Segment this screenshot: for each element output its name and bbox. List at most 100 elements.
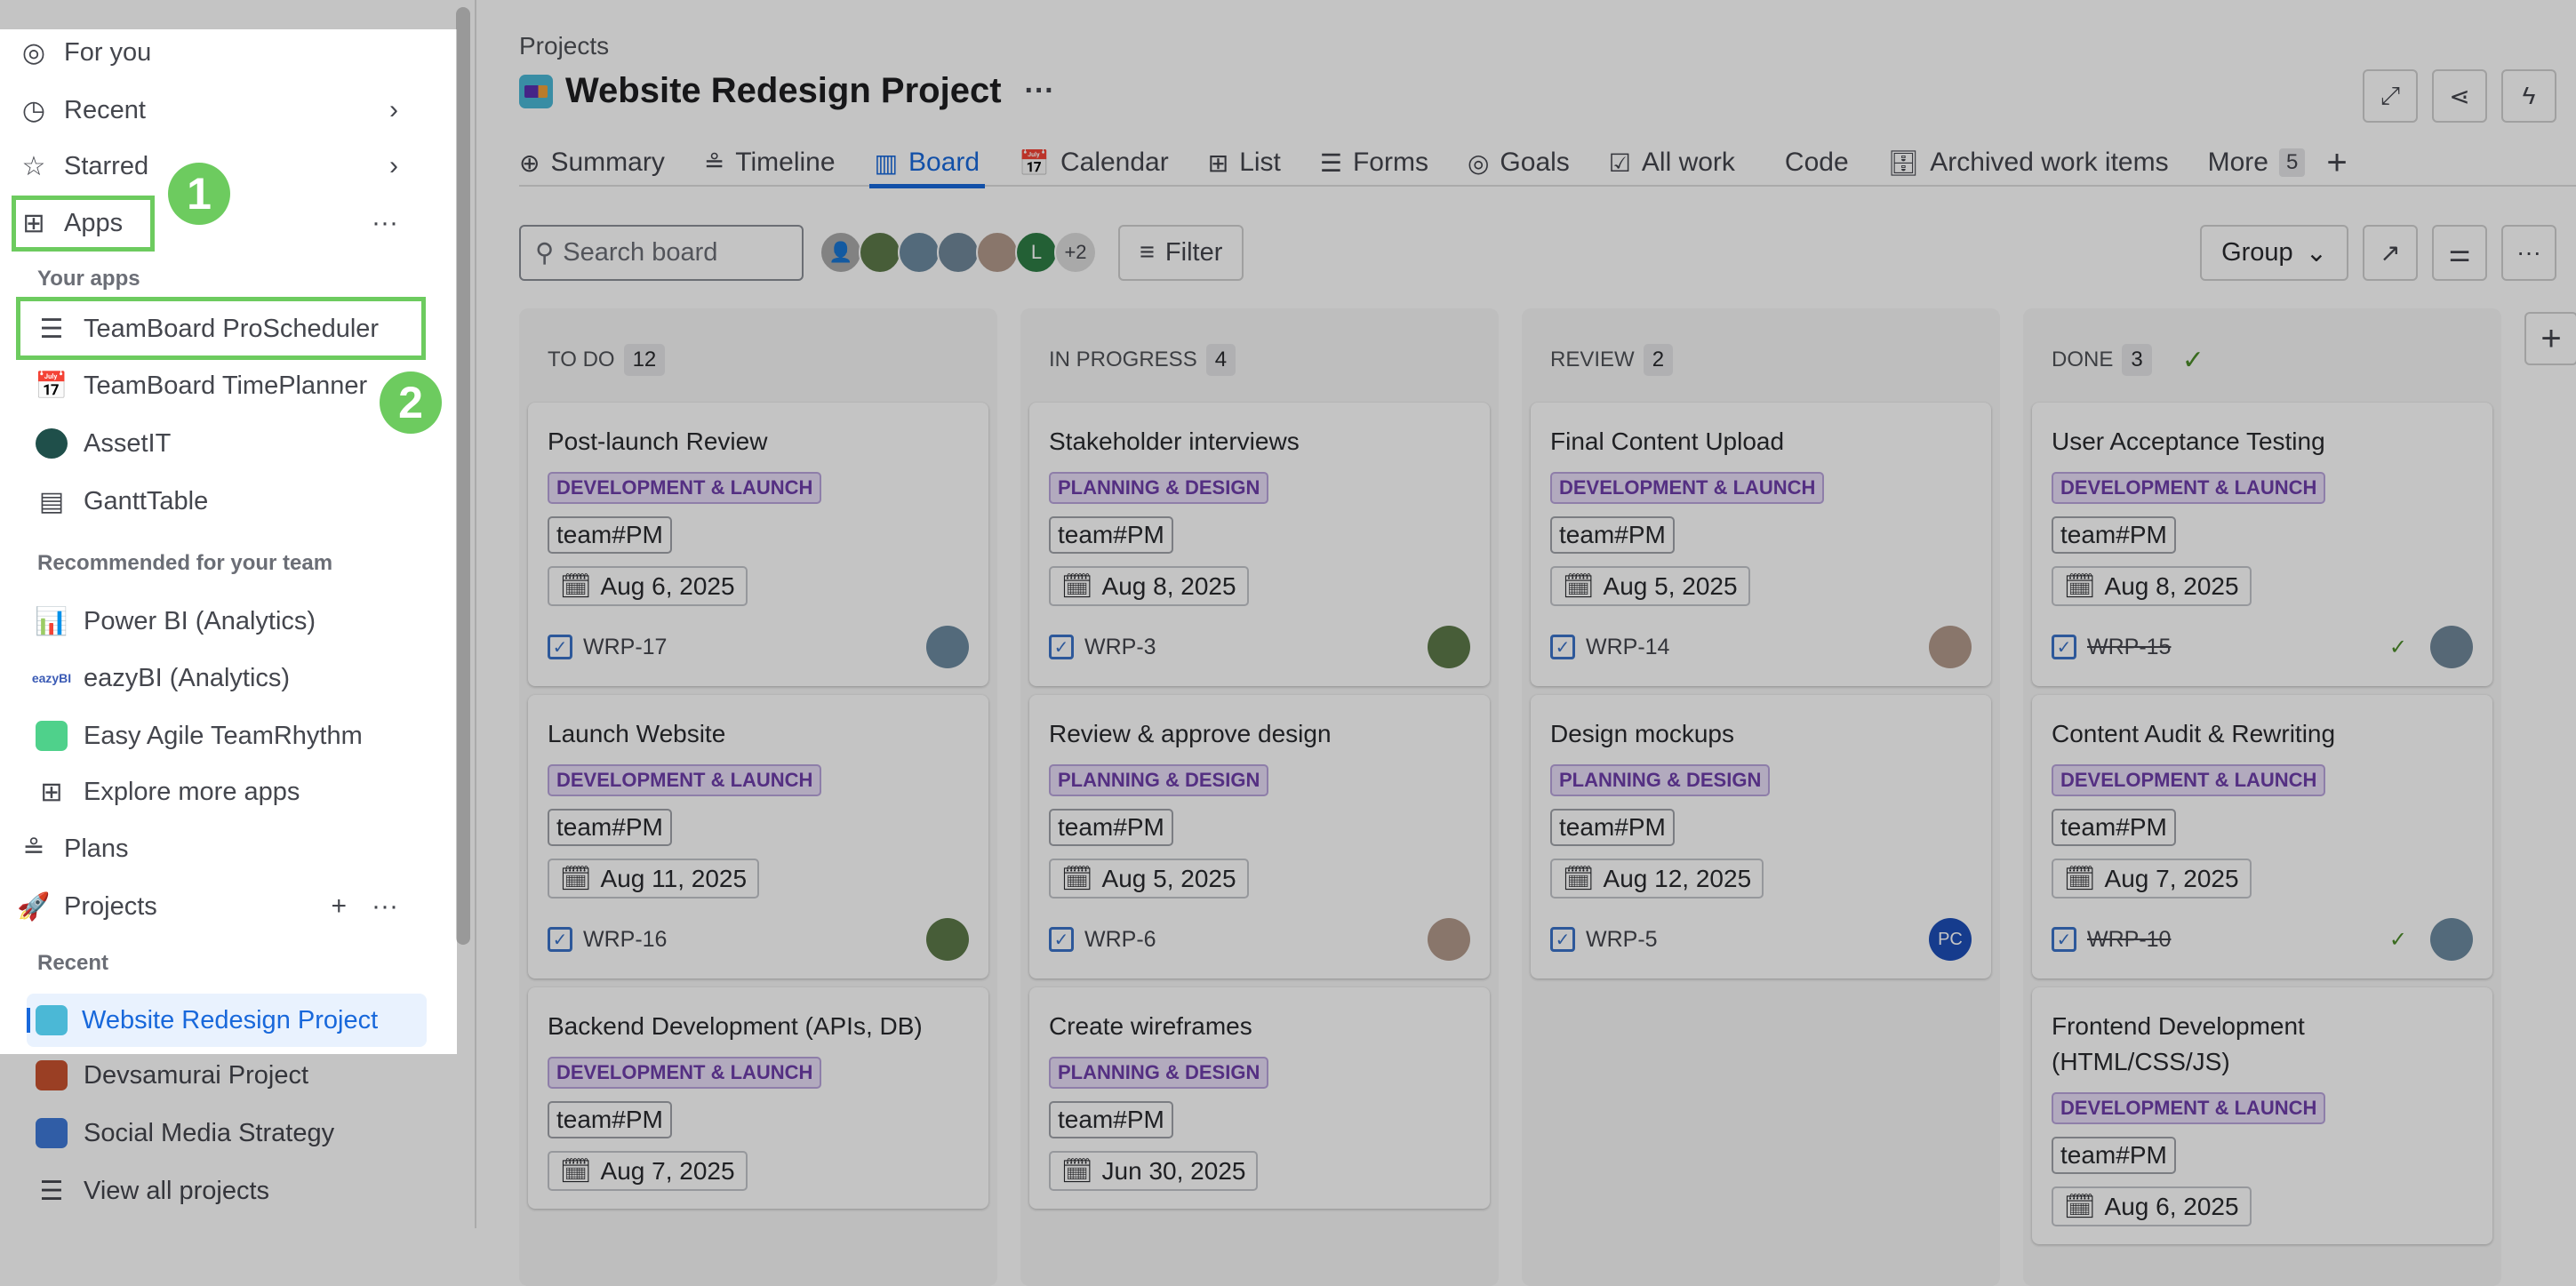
avatar[interactable] bbox=[976, 231, 1019, 274]
sidebar-item-plans[interactable]: ≗ Plans bbox=[0, 822, 444, 875]
app-eazybi[interactable]: eazyBI eazyBI (Analytics) bbox=[0, 651, 444, 705]
column-header[interactable]: TO DO 12 bbox=[528, 317, 988, 403]
app-teamboard-proscheduler[interactable]: ☰ TeamBoard ProScheduler bbox=[0, 302, 444, 355]
assignee-avatar[interactable] bbox=[2430, 626, 2473, 668]
assignee-avatar[interactable] bbox=[2430, 918, 2473, 961]
date-text: Aug 11, 2025 bbox=[600, 864, 748, 892]
add-tab-button[interactable]: + bbox=[2326, 142, 2348, 182]
avatar[interactable]: L bbox=[1015, 231, 1058, 274]
avatar[interactable] bbox=[859, 231, 901, 274]
breadcrumb[interactable]: Projects bbox=[519, 32, 610, 60]
card[interactable]: Stakeholder interviews PLANNING & DESIGN… bbox=[1029, 403, 1490, 686]
app-easy-agile[interactable]: Easy Agile TeamRhythm bbox=[0, 709, 444, 763]
assignee-avatar[interactable] bbox=[1428, 626, 1470, 668]
card[interactable]: Post-launch Review DEVELOPMENT & LAUNCH … bbox=[528, 403, 988, 686]
tab-list[interactable]: ⊞ List bbox=[1208, 139, 1281, 187]
more-icon[interactable]: ··· bbox=[372, 891, 398, 921]
search-input[interactable]: ⚲ Search board bbox=[519, 224, 804, 281]
team-label: team#PM bbox=[548, 516, 672, 554]
app-assetit[interactable]: AssetIT bbox=[0, 417, 444, 470]
assignee-avatar[interactable] bbox=[926, 626, 969, 668]
tab-all-work[interactable]: ☑ All work bbox=[1609, 139, 1735, 187]
avatar[interactable] bbox=[898, 231, 940, 274]
rocket-icon: 🚀 bbox=[17, 891, 51, 922]
column-header[interactable]: IN PROGRESS 4 bbox=[1029, 317, 1490, 403]
tab-calendar[interactable]: 📅 Calendar bbox=[1019, 139, 1169, 187]
sidebar-item-starred[interactable]: ☆ Starred › bbox=[0, 140, 444, 193]
tab-more[interactable]: More 5 bbox=[2208, 139, 2306, 187]
issue-key[interactable]: WRP-6 bbox=[1084, 926, 1156, 952]
project-website-redesign[interactable]: Website Redesign Project bbox=[27, 994, 427, 1047]
epic-label: PLANNING & DESIGN bbox=[1049, 764, 1269, 796]
column-header[interactable]: DONE 3 ✓ bbox=[2032, 317, 2492, 403]
filter-button[interactable]: ≡ Filter bbox=[1118, 224, 1244, 281]
tab-timeline[interactable]: ≗ Timeline bbox=[704, 139, 836, 187]
card[interactable]: Frontend Development (HTML/CSS/JS) DEVEL… bbox=[2032, 987, 2492, 1244]
issue-key[interactable]: WRP-5 bbox=[1586, 926, 1658, 952]
issue-key[interactable]: WRP-17 bbox=[583, 634, 668, 659]
label: TeamBoard TimePlanner bbox=[84, 371, 368, 400]
recommended-heading: Recommended for your team bbox=[37, 551, 333, 575]
more-avatars[interactable]: +2 bbox=[1054, 231, 1097, 274]
tab-code[interactable]: Code bbox=[1774, 139, 1849, 187]
automation-button[interactable]: ϟ bbox=[2501, 69, 2556, 123]
column-header[interactable]: REVIEW 2 bbox=[1531, 317, 1991, 403]
tab-board[interactable]: ▥ Board bbox=[868, 139, 985, 188]
issue-key[interactable]: WRP-3 bbox=[1084, 634, 1156, 659]
issue-key[interactable]: WRP-14 bbox=[1586, 634, 1670, 659]
view-all-projects[interactable]: ☰ View all projects bbox=[0, 1164, 444, 1218]
insights-button[interactable]: ↗ bbox=[2363, 224, 2418, 281]
tab-archived-work-items[interactable]: 🗄 Archived work items bbox=[1888, 139, 2169, 187]
assignee-avatar[interactable] bbox=[1428, 918, 1470, 961]
assignee-avatar[interactable] bbox=[1929, 626, 1972, 668]
project-devsamurai[interactable]: Devsamurai Project bbox=[0, 1049, 444, 1102]
issue-key[interactable]: WRP-15 bbox=[2087, 634, 2172, 659]
more-icon[interactable]: ··· bbox=[372, 208, 398, 237]
tab-goals[interactable]: ◎ Goals bbox=[1468, 139, 1570, 187]
card[interactable]: User Acceptance Testing DEVELOPMENT & LA… bbox=[2032, 403, 2492, 686]
search-icon: ⚲ bbox=[535, 238, 555, 268]
assignee-avatar[interactable] bbox=[926, 918, 969, 961]
expand-button[interactable]: ⤢ bbox=[2363, 69, 2418, 123]
more-button[interactable]: ··· bbox=[2501, 224, 2556, 281]
avatar[interactable] bbox=[937, 231, 980, 274]
tab-summary[interactable]: ⊕ Summary bbox=[519, 139, 665, 187]
column-title: TO DO bbox=[548, 347, 615, 371]
avatar-group: 👤 L +2 bbox=[820, 231, 1097, 274]
card[interactable]: Content Audit & Rewriting DEVELOPMENT & … bbox=[2032, 695, 2492, 978]
tab-label: Code bbox=[1784, 148, 1849, 177]
card[interactable]: Create wireframes PLANNING & DESIGN team… bbox=[1029, 987, 1490, 1209]
epic-label: PLANNING & DESIGN bbox=[1049, 1057, 1269, 1089]
explore-more-apps[interactable]: ⊞ Explore more apps bbox=[0, 765, 444, 819]
project-icon bbox=[36, 1004, 68, 1036]
card[interactable]: Final Content Upload DEVELOPMENT & LAUNC… bbox=[1531, 403, 1991, 686]
unassigned-avatar[interactable]: 👤 bbox=[820, 231, 862, 274]
project-social-media[interactable]: Social Media Strategy bbox=[0, 1106, 444, 1160]
sidebar-item-projects[interactable]: 🚀 Projects + ··· bbox=[0, 880, 444, 933]
group-button[interactable]: Group ⌄ bbox=[2200, 224, 2348, 281]
sidebar-scrollbar[interactable] bbox=[456, 7, 470, 945]
sidebar-item-apps[interactable]: ⊞ Apps ··· bbox=[0, 196, 444, 250]
sidebar-item-recent[interactable]: ◷ Recent › bbox=[0, 84, 444, 137]
app-gantttable[interactable]: ▤ GanttTable bbox=[0, 475, 444, 528]
app-teamboard-timeplanner[interactable]: 📅 TeamBoard TimePlanner bbox=[0, 359, 444, 412]
card-title: Design mockups bbox=[1550, 720, 1734, 747]
tab-forms[interactable]: ☰ Forms bbox=[1320, 139, 1428, 187]
issue-key[interactable]: WRP-16 bbox=[583, 926, 668, 952]
card[interactable]: Design mockups PLANNING & DESIGN team#PM… bbox=[1531, 695, 1991, 978]
add-column-button[interactable]: + bbox=[2524, 312, 2576, 365]
card[interactable]: Launch Website DEVELOPMENT & LAUNCH team… bbox=[528, 695, 988, 978]
plus-icon[interactable]: + bbox=[331, 891, 347, 921]
sidebar-item-for-you[interactable]: ◎ For you bbox=[0, 26, 444, 79]
more-icon[interactable]: ··· bbox=[1024, 74, 1055, 108]
label: Filter bbox=[1164, 237, 1223, 267]
view-settings-button[interactable]: ⚌ bbox=[2432, 224, 2487, 281]
assignee-avatar[interactable]: PC bbox=[1929, 918, 1972, 961]
card[interactable]: Review & approve design PLANNING & DESIG… bbox=[1029, 695, 1490, 978]
column-to-do: TO DO 12 Post-launch Review DEVELOPMENT &… bbox=[519, 308, 997, 1286]
app-power-bi[interactable]: 📊 Power BI (Analytics) bbox=[0, 595, 444, 648]
calendar-icon: 🗓 bbox=[1061, 865, 1093, 892]
card[interactable]: Backend Development (APIs, DB) DEVELOPME… bbox=[528, 987, 988, 1209]
issue-key[interactable]: WRP-10 bbox=[2087, 926, 2172, 952]
share-button[interactable]: ⋖ bbox=[2432, 69, 2487, 123]
